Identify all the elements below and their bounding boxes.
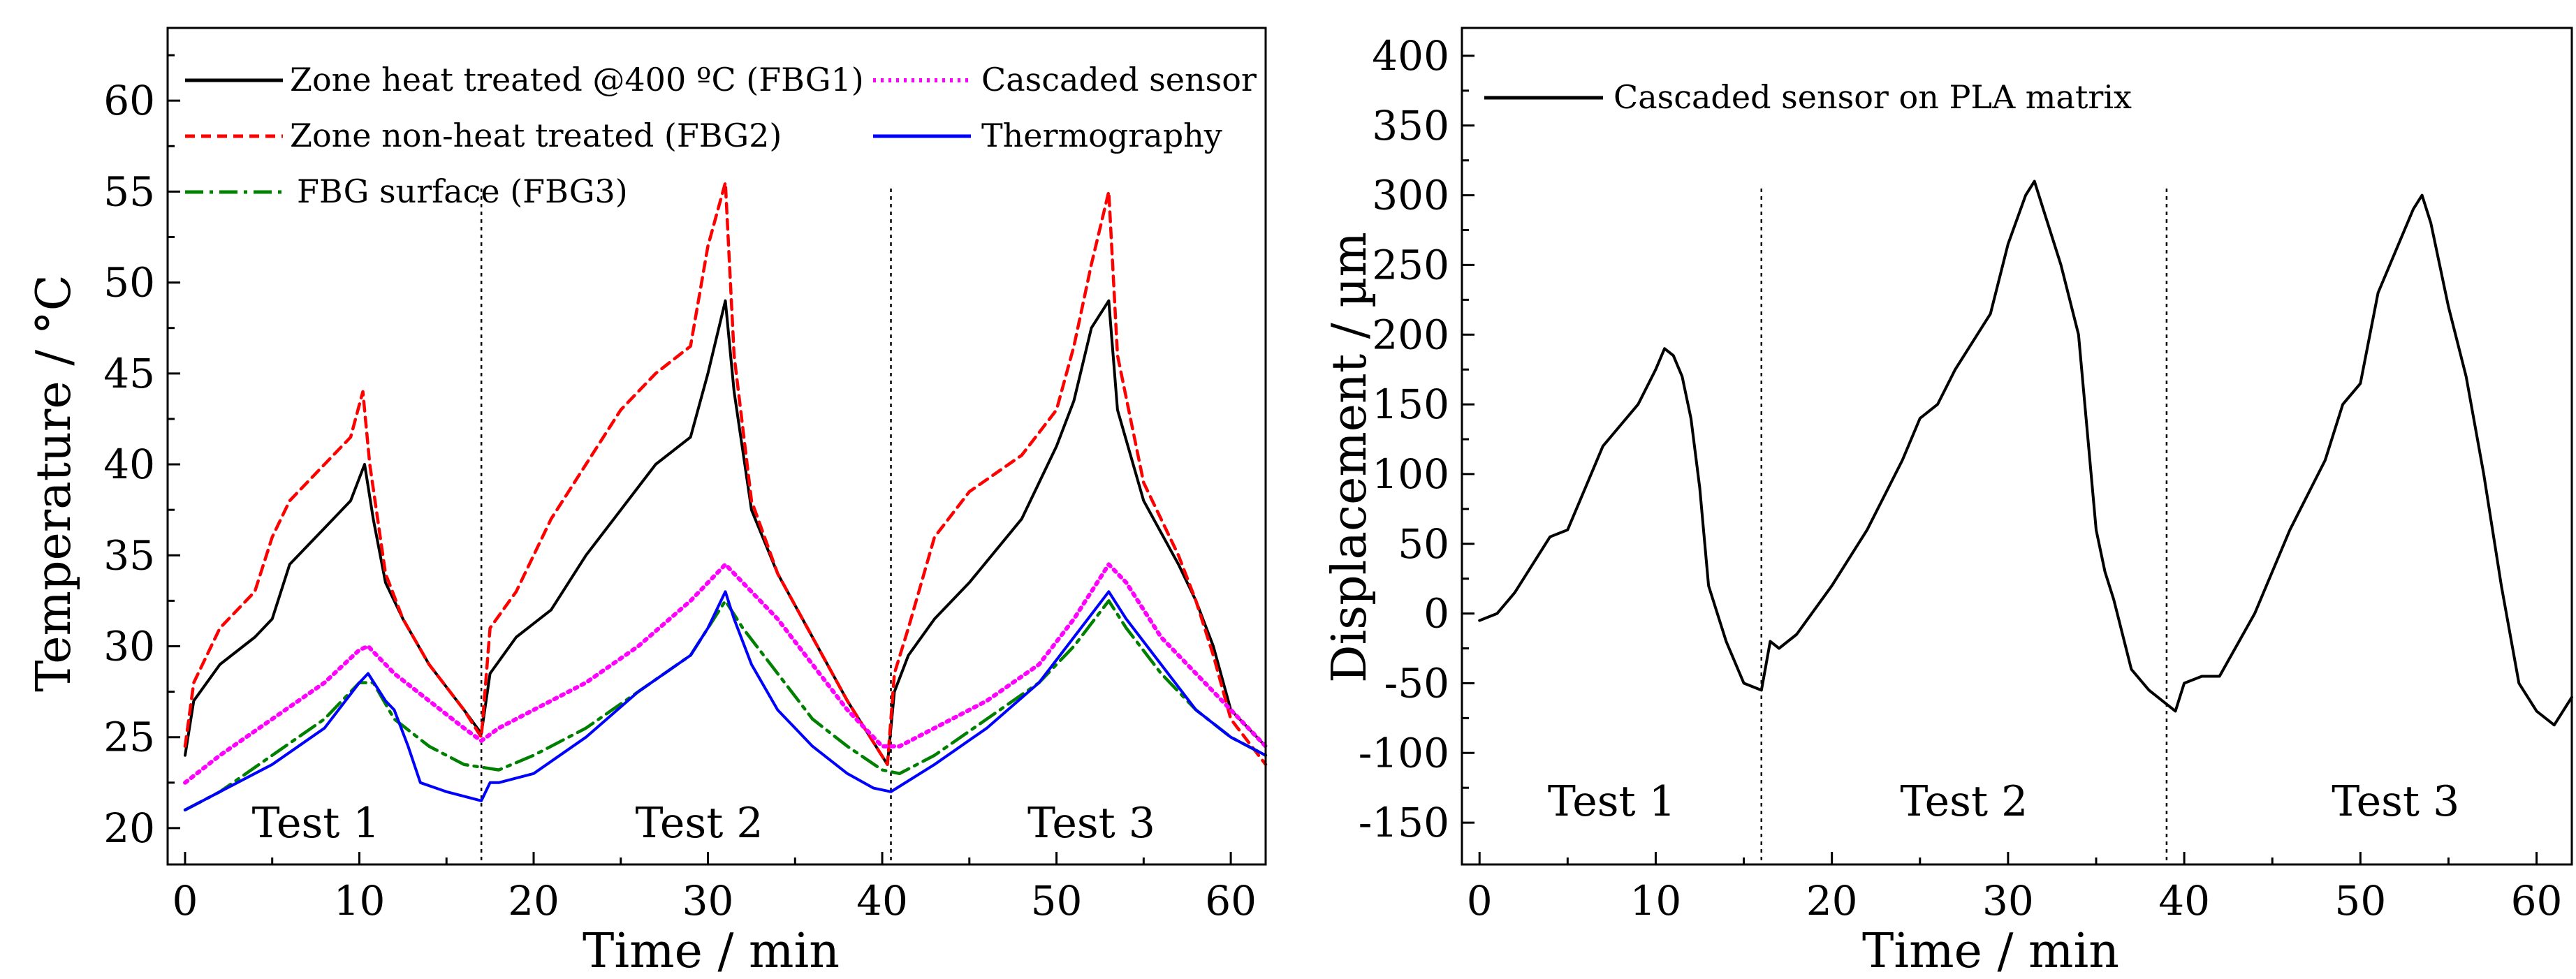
test-labels: Test 1 Test 2 Test 3 xyxy=(1548,777,2459,826)
legend-entry-cascaded: Cascaded sensor xyxy=(873,61,1257,98)
test-label: Test 2 xyxy=(1900,777,2028,826)
y-tick-label: 300 xyxy=(1372,172,1449,219)
test-dividers xyxy=(480,189,892,864)
legend-entry-fbg1: Zone heat treated @400 ºC (FBG1) xyxy=(185,61,864,98)
legend-label-displacement: Cascaded sensor on PLA matrix xyxy=(1613,78,2132,116)
legend-label-fbg1: Zone heat treated @400 ºC (FBG1) xyxy=(290,61,864,98)
y-tick-label: 55 xyxy=(103,168,155,215)
legend-label-fbg2: Zone non-heat treated (FBG2) xyxy=(290,117,782,154)
legend-entry-fbg2: Zone non-heat treated (FBG2) xyxy=(185,117,782,154)
y-tick-label: 45 xyxy=(103,350,155,397)
y-tick-label: 400 xyxy=(1372,32,1449,80)
x-axis-title: Time / min xyxy=(583,924,840,979)
y-tick-label: 25 xyxy=(103,714,155,761)
x-tick-label: 30 xyxy=(682,877,734,925)
y-tick-label: 35 xyxy=(103,531,155,579)
series-line-fbg3 xyxy=(183,599,1268,812)
series-line-cascaded xyxy=(183,562,1268,785)
x-axis-title: Time / min xyxy=(1862,924,2119,979)
y-tick-label: 20 xyxy=(103,804,155,852)
series-group xyxy=(1478,179,2573,727)
x-tick-label: 10 xyxy=(1630,877,1682,925)
y-axis: -150 -100 -50 0 50 100 150 200 250 300 350 400 xyxy=(1359,32,1474,846)
series-line-thermography xyxy=(184,590,1267,811)
test-label: Test 1 xyxy=(1548,777,1676,826)
test-label: Test 2 xyxy=(636,799,763,848)
x-tick-label: 0 xyxy=(172,877,198,925)
legend-entry-thermography: Thermography xyxy=(873,117,1222,154)
y-tick-label: 60 xyxy=(103,77,155,124)
y-tick-label: -150 xyxy=(1359,799,1449,846)
legend-label-fbg3: FBG surface (FBG3) xyxy=(297,172,628,210)
series-line-displacement xyxy=(1478,179,2573,727)
test-labels: Test 1 Test 2 Test 3 xyxy=(252,799,1155,848)
y-tick-label: 50 xyxy=(103,259,155,307)
x-tick-label: 60 xyxy=(1205,877,1257,925)
y-axis: 20 25 30 35 40 45 50 55 60 xyxy=(103,54,180,852)
y-tick-label: 350 xyxy=(1372,102,1449,149)
series-group xyxy=(183,181,1268,812)
test-dividers xyxy=(1760,189,2168,864)
x-axis: 0 10 20 30 40 50 60 xyxy=(172,852,1257,925)
y-tick-label: 40 xyxy=(103,441,155,488)
y-tick-label: -100 xyxy=(1359,729,1449,776)
legend-entry-displacement: Cascaded sensor on PLA matrix xyxy=(1484,78,2132,116)
series-line-fbg1 xyxy=(184,299,1267,766)
plot-frame xyxy=(1461,27,2573,866)
y-axis-title: Temperature / °C xyxy=(27,274,82,692)
x-tick-label: 10 xyxy=(334,877,386,925)
y-axis-title: Displacement / µm xyxy=(1322,232,1377,683)
y-tick-label: 200 xyxy=(1372,311,1449,358)
x-tick-label: 50 xyxy=(2334,877,2386,925)
y-tick-label: 0 xyxy=(1424,590,1449,638)
x-tick-label: 40 xyxy=(2158,877,2210,925)
x-axis: 0 10 20 30 40 50 60 xyxy=(1467,852,2563,925)
x-tick-label: 20 xyxy=(508,877,559,925)
y-tick-label: 30 xyxy=(103,622,155,670)
x-tick-label: 60 xyxy=(2511,877,2563,925)
y-tick-label: 100 xyxy=(1372,450,1449,498)
y-tick-label: 250 xyxy=(1372,241,1449,288)
test-label: Test 1 xyxy=(252,799,380,848)
displacement-chart: 0 10 20 30 40 50 60 -150 -100 -50 0 50 100 150 200 250… xyxy=(1322,27,2573,979)
series-line-fbg2 xyxy=(183,181,1268,767)
x-tick-label: 0 xyxy=(1467,877,1493,925)
x-tick-label: 50 xyxy=(1031,877,1083,925)
x-tick-label: 20 xyxy=(1806,877,1858,925)
legend-label-cascaded: Cascaded sensor xyxy=(981,61,1257,98)
legend-entry-fbg3: FBG surface (FBG3) xyxy=(185,172,628,210)
legend-label-thermography: Thermography xyxy=(981,117,1222,154)
y-tick-label: 50 xyxy=(1398,520,1449,568)
legend: Cascaded sensor on PLA matrix xyxy=(1484,78,2132,116)
plot-frame xyxy=(166,27,1267,866)
x-tick-label: 40 xyxy=(856,877,908,925)
y-tick-label: 150 xyxy=(1372,381,1449,428)
y-tick-label: -50 xyxy=(1384,659,1449,707)
test-label: Test 3 xyxy=(1027,799,1155,848)
test-label: Test 3 xyxy=(2332,777,2459,826)
x-tick-label: 30 xyxy=(1982,877,2034,925)
legend: Zone heat treated @400 ºC (FBG1) Zone no… xyxy=(185,61,1257,210)
